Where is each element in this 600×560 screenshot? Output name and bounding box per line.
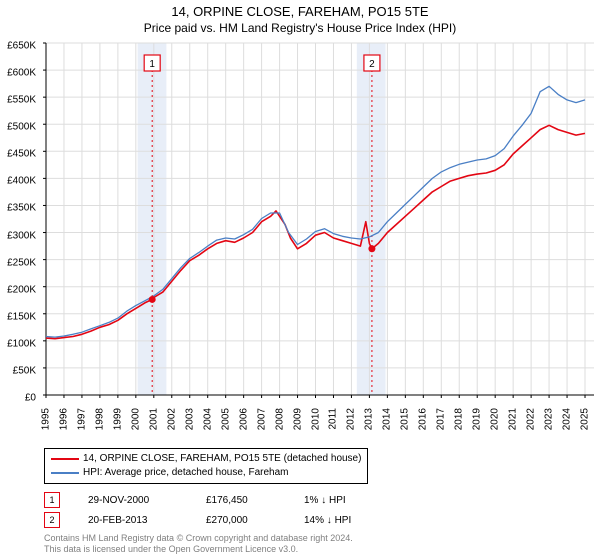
sale-event-marker-icon: 1 — [44, 492, 60, 508]
x-tick-label: 2017 — [436, 408, 447, 430]
y-tick-label: £250K — [7, 257, 36, 268]
y-tick-label: £150K — [7, 311, 36, 322]
x-tick-label: 2025 — [580, 408, 591, 430]
y-tick-label: £500K — [7, 122, 36, 133]
y-tick-label: £400K — [7, 176, 36, 187]
svg-text:2: 2 — [369, 59, 375, 70]
x-tick-label: 2001 — [148, 408, 159, 430]
x-tick-label: 2023 — [544, 408, 555, 430]
x-tick-label: 2007 — [256, 408, 267, 430]
y-tick-label: £350K — [7, 203, 36, 214]
x-tick-label: 2022 — [526, 408, 537, 430]
legend: 14, ORPINE CLOSE, FAREHAM, PO15 5TE (det… — [44, 448, 368, 484]
x-tick-label: 2005 — [220, 408, 231, 430]
x-tick-label: 1999 — [112, 408, 123, 430]
sale-event-row: 2 20-FEB-2013 £270,000 14% ↓ HPI — [44, 510, 384, 530]
sale-event-marker-icon: 2 — [44, 512, 60, 528]
y-tick-label: £650K — [7, 41, 36, 52]
chart-subtitle: Price paid vs. HM Land Registry's House … — [0, 21, 600, 39]
sale-events-table: 1 29-NOV-2000 £176,450 1% ↓ HPI 2 20-FEB-2013… — [44, 490, 384, 530]
sale-event-price: £176,450 — [206, 495, 276, 506]
chart-container: 14, ORPINE CLOSE, FAREHAM, PO15 5TE Pric… — [0, 0, 600, 560]
x-tick-label: 2016 — [418, 408, 429, 430]
x-tick-label: 2010 — [310, 408, 321, 430]
chart-svg: 12 — [40, 39, 600, 399]
legend-label: HPI: Average price, detached house, Fare… — [83, 466, 289, 480]
x-tick-label: 2002 — [166, 408, 177, 430]
y-tick-label: £600K — [7, 68, 36, 79]
y-tick-label: £200K — [7, 284, 36, 295]
x-tick-label: 2000 — [130, 408, 141, 430]
y-tick-label: £300K — [7, 230, 36, 241]
x-axis-labels: 1995 1996 1997 1998 1999 2000 2001 2002 2003 2004… — [40, 404, 600, 450]
sale-event-date: 20-FEB-2013 — [88, 515, 178, 526]
x-tick-label: 2011 — [328, 408, 339, 430]
sale-event-row: 1 29-NOV-2000 £176,450 1% ↓ HPI — [44, 490, 384, 510]
x-tick-label: 2014 — [382, 408, 393, 430]
y-tick-label: £550K — [7, 95, 36, 106]
legend-item: HPI: Average price, detached house, Fare… — [51, 466, 361, 480]
x-tick-label: 1997 — [76, 408, 87, 430]
x-tick-label: 2024 — [562, 408, 573, 430]
footnote: Contains HM Land Registry data © Crown c… — [44, 533, 353, 556]
sale-event-date: 29-NOV-2000 — [88, 495, 178, 506]
legend-label: 14, ORPINE CLOSE, FAREHAM, PO15 5TE (det… — [83, 452, 361, 466]
y-tick-label: £450K — [7, 149, 36, 160]
x-tick-label: 2009 — [292, 408, 303, 430]
x-tick-label: 2004 — [202, 408, 213, 430]
chart-plot-area: 12 — [40, 39, 600, 399]
x-tick-label: 2015 — [400, 408, 411, 430]
y-tick-label: £0 — [25, 393, 36, 404]
x-tick-label: 2021 — [508, 408, 519, 430]
footnote-line-2: This data is licensed under the Open Gov… — [44, 544, 353, 555]
x-tick-label: 1996 — [58, 408, 69, 430]
chart-title: 14, ORPINE CLOSE, FAREHAM, PO15 5TE — [0, 0, 600, 21]
legend-swatch — [51, 472, 79, 474]
x-tick-label: 2018 — [454, 408, 465, 430]
y-axis-labels: £0 £50K £100K £150K £200K £250K £300K £350K £400… — [0, 42, 40, 402]
footnote-line-1: Contains HM Land Registry data © Crown c… — [44, 533, 353, 544]
y-tick-label: £50K — [13, 365, 36, 376]
x-tick-label: 2019 — [472, 408, 483, 430]
x-tick-label: 2020 — [490, 408, 501, 430]
sale-event-vs-hpi: 1% ↓ HPI — [304, 495, 384, 506]
x-tick-label: 2008 — [274, 408, 285, 430]
y-tick-label: £100K — [7, 338, 36, 349]
x-tick-label: 1995 — [41, 408, 52, 430]
sale-event-vs-hpi: 14% ↓ HPI — [304, 515, 384, 526]
x-tick-label: 2006 — [238, 408, 249, 430]
sale-event-price: £270,000 — [206, 515, 276, 526]
x-tick-label: 2012 — [346, 408, 357, 430]
x-tick-label: 2003 — [184, 408, 195, 430]
x-tick-label: 1998 — [94, 408, 105, 430]
legend-item: 14, ORPINE CLOSE, FAREHAM, PO15 5TE (det… — [51, 452, 361, 466]
legend-swatch — [51, 458, 79, 460]
x-tick-label: 2013 — [364, 408, 375, 430]
svg-text:1: 1 — [149, 59, 155, 70]
